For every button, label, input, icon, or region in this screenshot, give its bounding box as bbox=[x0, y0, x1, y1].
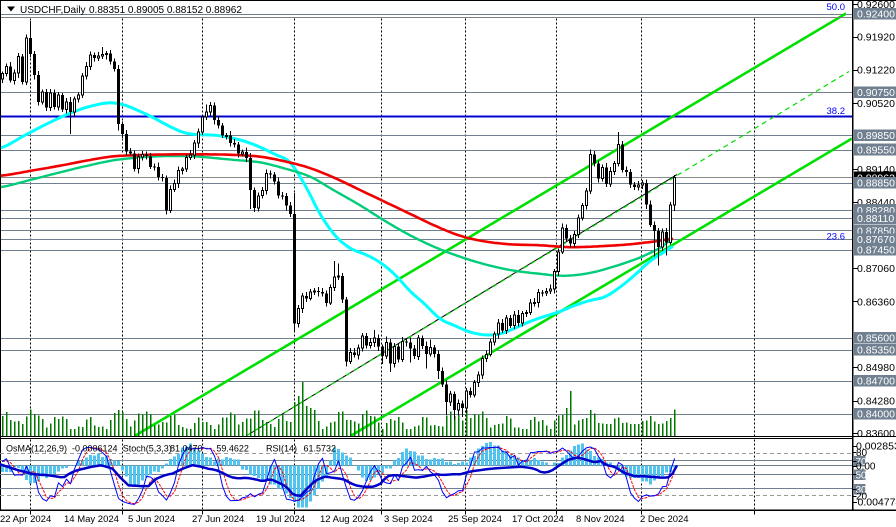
svg-text:0.88110: 0.88110 bbox=[857, 213, 894, 225]
svg-text:0.84700: 0.84700 bbox=[857, 375, 895, 387]
svg-text:0.92400: 0.92400 bbox=[857, 9, 895, 21]
svg-text:2 Dec 2024: 2 Dec 2024 bbox=[640, 514, 689, 525]
svg-text:19 Jul 2024: 19 Jul 2024 bbox=[256, 514, 305, 525]
svg-text:61.5732: 61.5732 bbox=[304, 444, 337, 454]
svg-text:12 Aug 2024: 12 Aug 2024 bbox=[320, 514, 373, 525]
svg-text:20: 20 bbox=[856, 492, 868, 503]
svg-text:80: 80 bbox=[856, 448, 868, 459]
svg-text:0.86360: 0.86360 bbox=[857, 296, 895, 308]
svg-text:8 Nov 2024: 8 Nov 2024 bbox=[576, 514, 625, 525]
svg-text:0.0028532: 0.0028532 bbox=[856, 440, 896, 452]
svg-text:0.84980: 0.84980 bbox=[857, 362, 895, 374]
svg-text:OsMA(12,26,9): OsMA(12,26,9) bbox=[6, 444, 67, 454]
svg-text:0.84280: 0.84280 bbox=[857, 395, 895, 407]
svg-text:59.4622: 59.4622 bbox=[216, 444, 249, 454]
svg-text:-0.0047746: -0.0047746 bbox=[854, 496, 896, 508]
svg-text:0.88850: 0.88850 bbox=[857, 178, 895, 190]
svg-text:17 Oct 2024: 17 Oct 2024 bbox=[512, 514, 564, 525]
svg-text:0.00: 0.00 bbox=[856, 461, 876, 472]
svg-text:27 Jun 2024: 27 Jun 2024 bbox=[192, 514, 244, 525]
svg-text:70: 70 bbox=[856, 457, 868, 468]
svg-text:50.0: 50.0 bbox=[827, 2, 846, 13]
svg-text:23.6: 23.6 bbox=[827, 232, 846, 243]
svg-text:0.85350: 0.85350 bbox=[857, 344, 895, 356]
svg-text:0.87670: 0.87670 bbox=[857, 234, 895, 246]
svg-text:0.91920: 0.91920 bbox=[857, 31, 895, 43]
svg-text:0.87450: 0.87450 bbox=[857, 244, 895, 256]
svg-text:0.89550: 0.89550 bbox=[857, 144, 895, 156]
svg-text:0.88351 0.89005 0.88152 0.8896: 0.88351 0.89005 0.88152 0.88962 bbox=[89, 5, 242, 16]
svg-text:38.2: 38.2 bbox=[827, 106, 846, 117]
svg-text:0.91220: 0.91220 bbox=[857, 65, 895, 77]
svg-text:0.90520: 0.90520 bbox=[857, 98, 895, 110]
svg-text:0.89850: 0.89850 bbox=[857, 130, 895, 142]
svg-text:Stoch(5,3,3): Stoch(5,3,3) bbox=[123, 444, 172, 454]
svg-text:USDCHF,Daily: USDCHF,Daily bbox=[20, 5, 86, 16]
svg-text:0.90750: 0.90750 bbox=[857, 87, 895, 99]
svg-text:50: 50 bbox=[856, 470, 868, 481]
svg-text:14 May 2024: 14 May 2024 bbox=[64, 514, 119, 525]
svg-text:22 Apr 2024: 22 Apr 2024 bbox=[0, 514, 51, 525]
svg-text:81.0470: 81.0470 bbox=[170, 444, 203, 454]
svg-text:RSI(14): RSI(14) bbox=[266, 444, 297, 454]
svg-text:0.87060: 0.87060 bbox=[857, 263, 895, 275]
svg-text:25 Sep 2024: 25 Sep 2024 bbox=[448, 514, 502, 525]
svg-text:30: 30 bbox=[856, 485, 868, 496]
svg-text:0.84000: 0.84000 bbox=[857, 409, 895, 421]
svg-text:0.85600: 0.85600 bbox=[857, 333, 895, 345]
svg-text:0.83600: 0.83600 bbox=[857, 428, 895, 440]
svg-text:3 Sep 2024: 3 Sep 2024 bbox=[384, 514, 433, 525]
svg-text:5 Jun 2024: 5 Jun 2024 bbox=[128, 514, 175, 525]
svg-text:0.92600: 0.92600 bbox=[857, 0, 895, 11]
svg-text:-0.0006124: -0.0006124 bbox=[72, 444, 118, 454]
